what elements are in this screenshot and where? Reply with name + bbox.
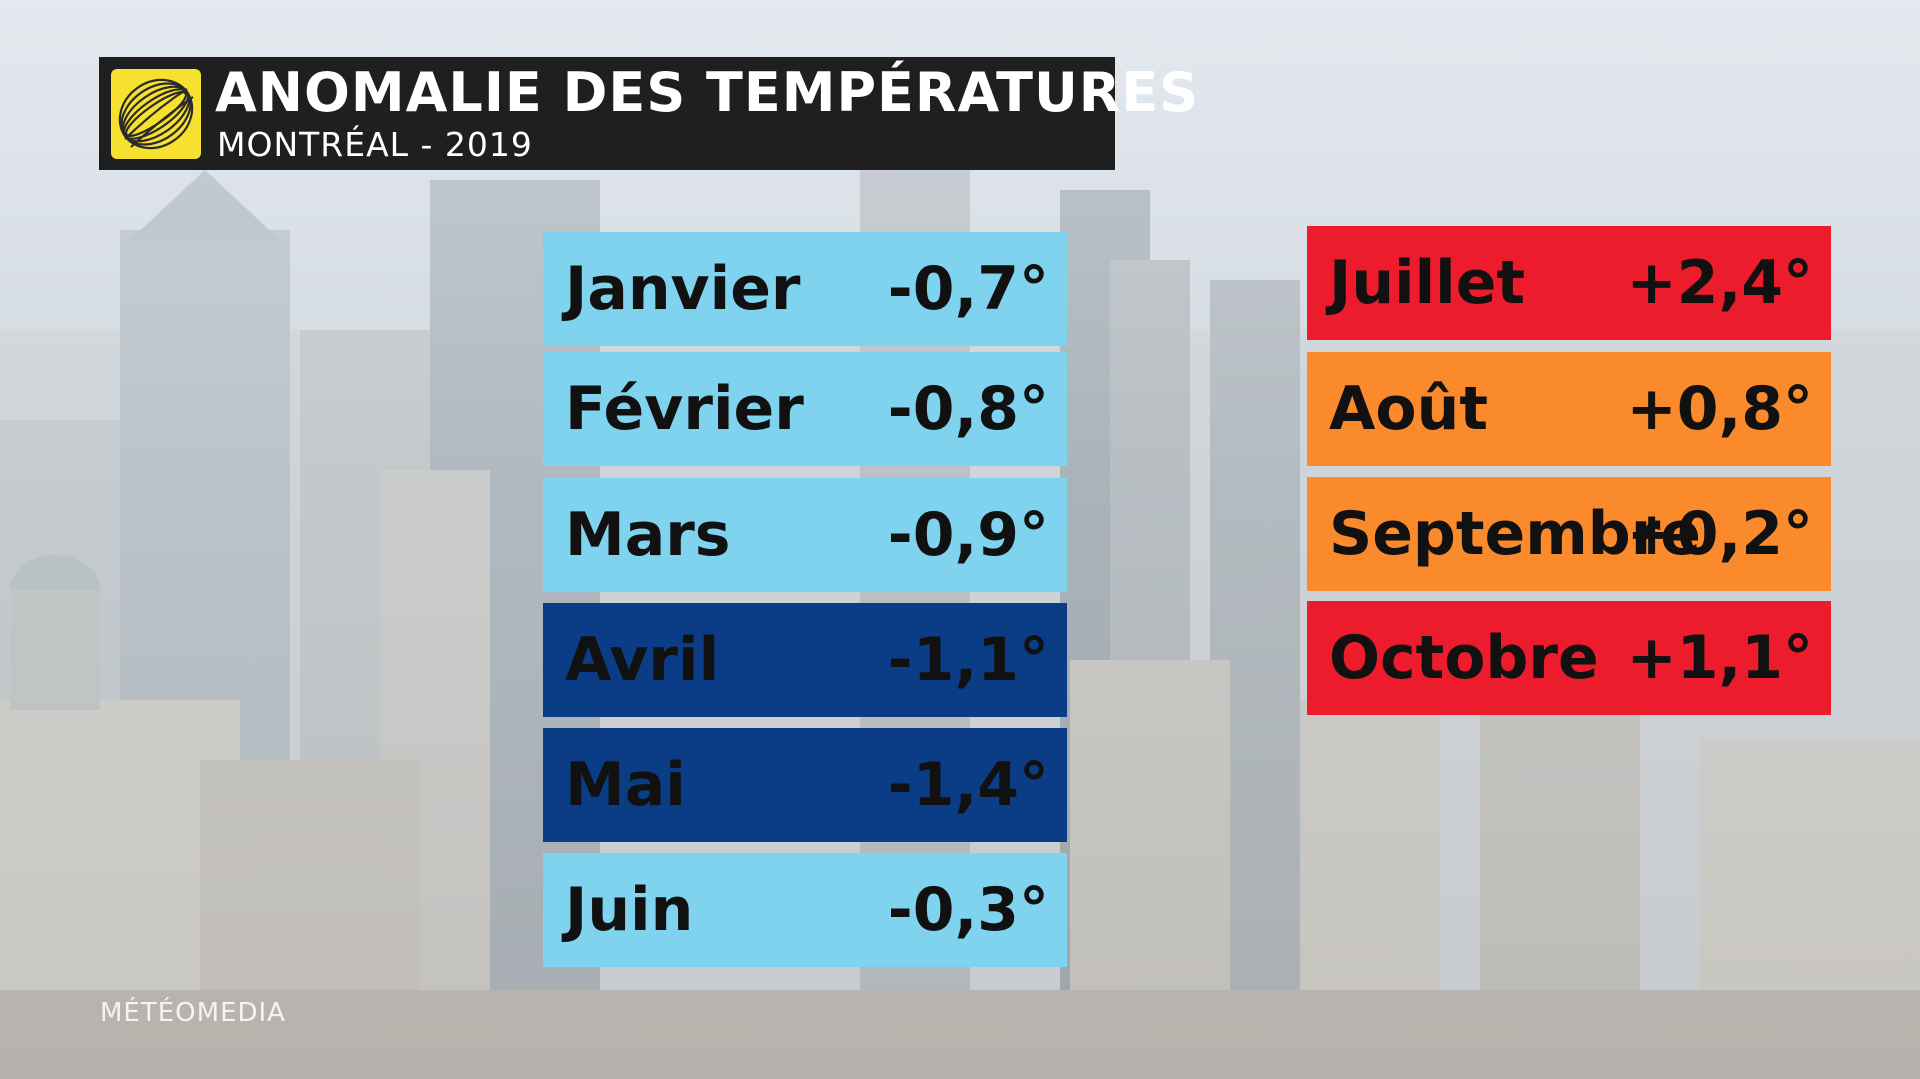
- month-row-juillet: Juillet +2,4°: [1307, 226, 1831, 340]
- anomaly-value: +0,8°: [1626, 374, 1813, 444]
- anomaly-value: -1,4°: [887, 750, 1049, 820]
- anomaly-value: +2,4°: [1626, 248, 1813, 318]
- month-label: Avril: [565, 625, 720, 695]
- month-row-aout: Août +0,8°: [1307, 352, 1831, 466]
- title-bar: ANOMALIE DES TEMPÉRATURES MONTRÉAL - 201…: [99, 57, 1198, 170]
- month-row-janvier: Janvier -0,7°: [543, 232, 1067, 346]
- month-row-mars: Mars -0,9°: [543, 478, 1067, 592]
- anomaly-value: -0,9°: [887, 500, 1049, 570]
- month-label: Février: [565, 374, 804, 444]
- month-label: Juin: [565, 875, 694, 945]
- month-row-fevrier: Février -0,8°: [543, 352, 1067, 466]
- anomaly-value: -1,1°: [887, 625, 1049, 695]
- month-label: Mars: [565, 500, 731, 570]
- page-subtitle: MONTRÉAL - 2019: [217, 125, 533, 164]
- month-label: Octobre: [1329, 623, 1599, 693]
- globe-swirl-icon: [111, 69, 201, 159]
- month-label: Janvier: [565, 254, 801, 324]
- page-title: ANOMALIE DES TEMPÉRATURES: [215, 61, 1200, 124]
- anomaly-value: +0,2°: [1626, 499, 1813, 569]
- anomaly-value: -0,3°: [887, 875, 1049, 945]
- month-row-mai: Mai -1,4°: [543, 728, 1067, 842]
- anomaly-value: -0,8°: [887, 374, 1049, 444]
- anomaly-value: -0,7°: [887, 254, 1049, 324]
- month-row-octobre: Octobre +1,1°: [1307, 601, 1831, 715]
- month-row-juin: Juin -0,3°: [543, 853, 1067, 967]
- month-row-septembre: Septembre +0,2°: [1307, 477, 1831, 591]
- month-label: Mai: [565, 750, 686, 820]
- month-row-avril: Avril -1,1°: [543, 603, 1067, 717]
- month-label: Juillet: [1329, 248, 1526, 318]
- month-label: Septembre: [1329, 499, 1701, 569]
- month-label: Août: [1329, 374, 1489, 444]
- broadcaster-watermark: MÉTÉOMEDIA: [100, 998, 286, 1028]
- anomaly-value: +1,1°: [1626, 623, 1813, 693]
